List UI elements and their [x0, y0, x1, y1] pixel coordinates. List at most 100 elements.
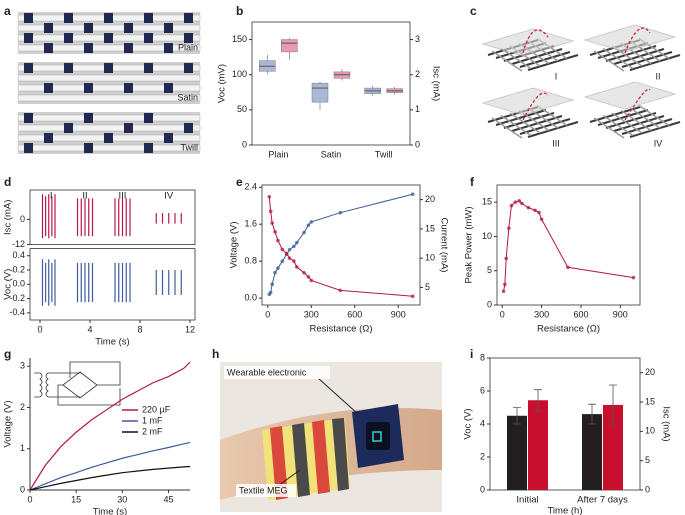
x-tick-label: 15 [71, 494, 81, 504]
plot-frame [251, 21, 411, 146]
warp-float [104, 13, 113, 23]
data-point [504, 256, 508, 261]
y-tick-label: 0 [20, 484, 25, 494]
y-tick-label: 2 [20, 402, 25, 412]
panel-label: g [4, 347, 11, 361]
grid-thread [527, 121, 579, 138]
y-tick-label: 0.0 [244, 292, 257, 302]
data-point [276, 238, 280, 243]
bar [528, 400, 548, 490]
fit-line [268, 193, 413, 295]
panel-label: h [212, 347, 219, 361]
transformer [39, 372, 49, 398]
y-tick-label: 4 [480, 418, 485, 428]
data-point [267, 194, 272, 199]
y-tick-label: 100 [232, 69, 247, 79]
grid-thread [491, 50, 523, 72]
warp-float [84, 113, 93, 123]
data-point [410, 192, 415, 197]
warp-float [164, 23, 173, 33]
data-point [566, 265, 570, 270]
warp-float [144, 33, 153, 43]
warp-float [24, 33, 33, 43]
axis-label: Time (s) [93, 507, 127, 515]
warp-float [144, 113, 153, 123]
y-tick-label: 0 [487, 299, 492, 309]
circuit-inset [34, 361, 121, 406]
weave-label: Plain [178, 42, 198, 52]
plot-frame [29, 189, 196, 245]
data-point [280, 247, 285, 252]
data-point [287, 247, 292, 252]
warp-float [144, 143, 153, 153]
weft-thread [17, 74, 201, 82]
weft-thread [17, 124, 201, 132]
data-point [539, 217, 544, 222]
y-tick-label: 0.8 [244, 256, 257, 266]
error-bar [609, 384, 617, 426]
annotation: III [119, 191, 127, 202]
data-point [273, 270, 277, 275]
y-tick-label: 2.4 [244, 182, 257, 192]
data-point [507, 226, 511, 230]
motion-arrow [624, 88, 651, 121]
data-point [302, 271, 306, 275]
y-tick-label: 1 [415, 104, 420, 114]
y-tick-label: 0 [480, 484, 485, 494]
warp-float [124, 123, 133, 133]
warp-float [84, 83, 93, 93]
data-point [268, 290, 273, 295]
axis-label: Voc (V) [463, 408, 474, 439]
data-point [292, 259, 296, 263]
data-point [302, 230, 306, 235]
y-tick-label: 8 [480, 352, 485, 362]
data-point [294, 240, 299, 245]
grid-thread [629, 54, 681, 71]
bar [603, 404, 623, 490]
warp-float [184, 123, 193, 133]
data-point [284, 251, 289, 256]
data-point [292, 244, 296, 249]
data-point [537, 210, 541, 215]
plot-frame [496, 184, 641, 306]
y-tick-label: 50 [237, 104, 247, 114]
annotation: IV [164, 191, 174, 202]
grid-thread [491, 117, 523, 139]
y-tick-label: 15 [425, 223, 435, 233]
watch-screen [366, 422, 390, 450]
data-point [270, 282, 274, 287]
y-tick-label: 1.6 [244, 219, 257, 229]
annotation: I [50, 191, 53, 202]
x-tick-label: 600 [573, 309, 588, 319]
weft-thread [17, 114, 201, 122]
warp-float [104, 33, 113, 43]
panel-label: c [470, 4, 477, 18]
warp-float [124, 83, 133, 93]
x-tick-label: 12 [185, 324, 195, 334]
warp-float [84, 43, 93, 53]
error-bar [588, 403, 596, 425]
grid-thread [602, 47, 634, 70]
warp-float [164, 43, 173, 53]
weft-thread [17, 84, 201, 92]
y-tick-label: 0.2 [12, 264, 25, 274]
x-tick-label: 8 [137, 324, 142, 334]
legend-label: 1 mF [142, 415, 163, 425]
grid-thread [527, 54, 579, 71]
x-tick-label: 0 [27, 494, 32, 504]
warp-float [44, 83, 53, 93]
x-tick-label: 300 [304, 309, 319, 319]
panel-label: b [236, 4, 243, 18]
data-point [533, 208, 537, 213]
weave-label: Satin [177, 92, 198, 102]
error-bar [534, 389, 542, 412]
axis-label: Time (h) [547, 506, 582, 515]
motion-arrow [522, 29, 549, 54]
weft-thread [17, 144, 201, 152]
axis-label: Voltage (V) [229, 222, 240, 269]
grid-thread [638, 104, 670, 127]
grid-thread [593, 50, 625, 72]
data-point [509, 203, 514, 208]
grid-thread [611, 112, 643, 134]
axis-label: Isc (mA) [430, 66, 441, 101]
